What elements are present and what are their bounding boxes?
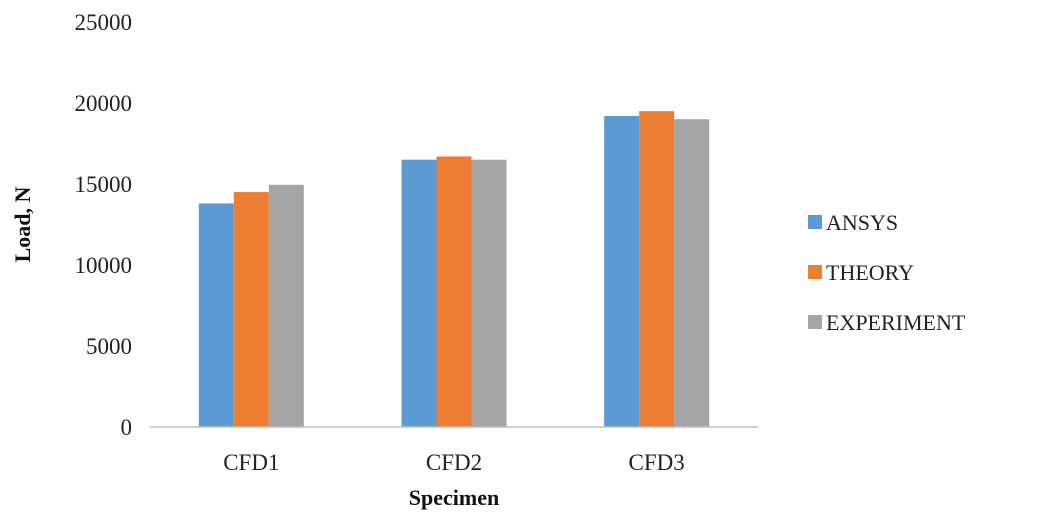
y-tick-label: 10000	[75, 253, 133, 278]
bar-theory-cfd2	[436, 156, 472, 427]
y-tick-label: 25000	[75, 10, 133, 35]
y-tick-label: 5000	[86, 334, 132, 359]
legend-label-theory: THEORY	[826, 260, 914, 285]
x-axis-title: Specimen	[409, 485, 499, 510]
bar-experiment-cfd1	[268, 184, 304, 427]
bar-ansys-cfd3	[604, 115, 640, 428]
legend-label-experiment: EXPERIMENT	[826, 310, 966, 335]
bar-theory-cfd1	[233, 192, 269, 427]
x-tick-label: CFD1	[223, 450, 279, 475]
y-axis-title: Load, N	[10, 186, 35, 262]
bar-theory-cfd3	[639, 111, 675, 427]
bars	[198, 111, 710, 428]
bar-experiment-cfd2	[471, 159, 507, 427]
legend-swatch-experiment	[808, 315, 822, 329]
legend: ANSYS THEORY EXPERIMENT	[808, 210, 966, 335]
legend-label-ansys: ANSYS	[826, 210, 898, 235]
bar-ansys-cfd2	[401, 159, 437, 427]
y-tick-label: 15000	[75, 172, 133, 197]
x-tick-label: CFD3	[629, 450, 685, 475]
x-axis-ticks: CFD1 CFD2 CFD3	[223, 450, 685, 475]
x-tick-label: CFD2	[426, 450, 482, 475]
legend-swatch-ansys	[808, 215, 822, 229]
y-tick-label: 20000	[75, 91, 133, 116]
legend-swatch-theory	[808, 265, 822, 279]
bar-ansys-cfd1	[198, 203, 234, 427]
bar-experiment-cfd3	[674, 119, 710, 427]
y-axis-ticks: 0 5000 10000 15000 20000 25000	[75, 10, 133, 440]
y-tick-label: 0	[121, 415, 133, 440]
